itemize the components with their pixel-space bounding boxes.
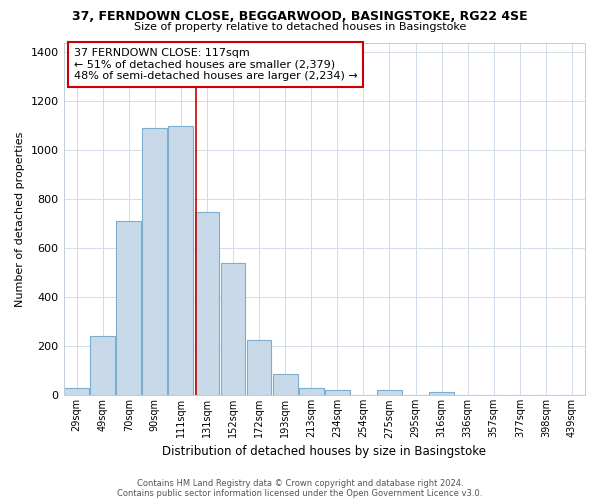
- Bar: [429, 392, 454, 396]
- Text: Size of property relative to detached houses in Basingstoke: Size of property relative to detached ho…: [134, 22, 466, 32]
- Text: Contains public sector information licensed under the Open Government Licence v3: Contains public sector information licen…: [118, 488, 482, 498]
- Bar: [64, 388, 89, 396]
- Bar: [299, 388, 323, 396]
- X-axis label: Distribution of detached houses by size in Basingstoke: Distribution of detached houses by size …: [162, 444, 486, 458]
- Bar: [90, 336, 115, 396]
- Text: 37 FERNDOWN CLOSE: 117sqm
← 51% of detached houses are smaller (2,379)
48% of se: 37 FERNDOWN CLOSE: 117sqm ← 51% of detac…: [74, 48, 358, 81]
- Y-axis label: Number of detached properties: Number of detached properties: [15, 131, 25, 306]
- Bar: [194, 212, 220, 396]
- Bar: [325, 390, 350, 396]
- Bar: [247, 340, 271, 396]
- Bar: [116, 222, 141, 396]
- Text: Contains HM Land Registry data © Crown copyright and database right 2024.: Contains HM Land Registry data © Crown c…: [137, 478, 463, 488]
- Bar: [273, 374, 298, 396]
- Bar: [221, 263, 245, 396]
- Text: 37, FERNDOWN CLOSE, BEGGARWOOD, BASINGSTOKE, RG22 4SE: 37, FERNDOWN CLOSE, BEGGARWOOD, BASINGST…: [72, 10, 528, 23]
- Bar: [169, 126, 193, 396]
- Bar: [142, 128, 167, 396]
- Bar: [377, 390, 402, 396]
